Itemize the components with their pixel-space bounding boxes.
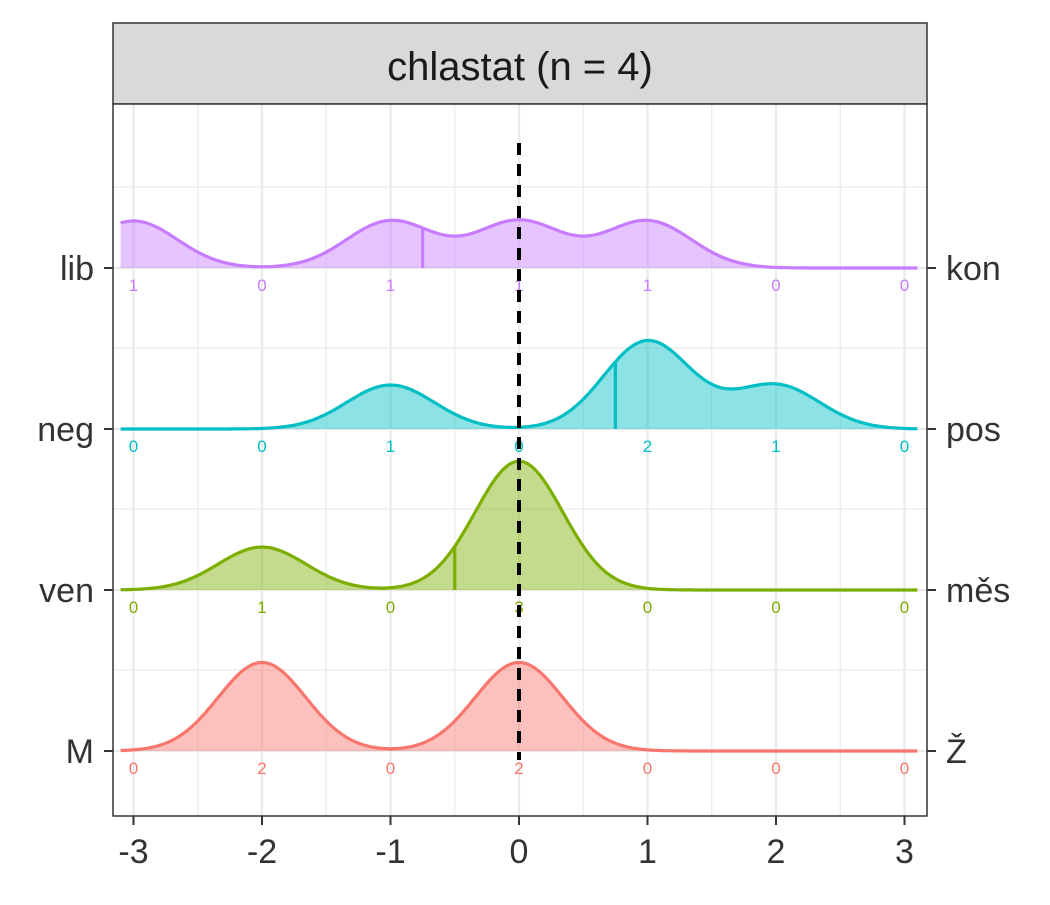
count-label: 0	[900, 598, 909, 617]
y-label-right: pos	[946, 411, 1001, 449]
ridge-lib-kon: 1 0 1 1 1 0 0	[120, 218, 918, 295]
ridge-M-Ž: 0 2 0 2 0 0 0	[120, 660, 918, 778]
count-label: 0	[129, 598, 138, 617]
ridge-outline	[120, 660, 918, 753]
x-tick-label: -1	[375, 833, 405, 871]
x-tick-label: -3	[118, 833, 148, 871]
count-label: 2	[514, 759, 523, 778]
count-label: 0	[257, 276, 266, 295]
count-label: 0	[386, 759, 395, 778]
y-label-left: lib	[60, 250, 94, 288]
y-label-left: M	[66, 733, 94, 771]
count-label: 0	[771, 759, 780, 778]
grid-lines	[113, 104, 927, 816]
ridge-area	[120, 340, 918, 429]
y-label-right: Ž	[946, 733, 967, 771]
count-label: 0	[900, 437, 909, 456]
count-label: 0	[771, 276, 780, 295]
count-label: 1	[129, 276, 138, 295]
count-label: 1	[257, 598, 266, 617]
count-label: 1	[514, 276, 523, 295]
count-label: 2	[257, 759, 266, 778]
count-label: 0	[900, 759, 909, 778]
y-label-right: kon	[946, 250, 1001, 288]
count-label: 1	[386, 437, 395, 456]
count-label: 1	[643, 276, 652, 295]
x-tick-label: 2	[767, 833, 786, 871]
count-label: 0	[643, 759, 652, 778]
facet-strip	[112, 22, 928, 105]
y-label-right: měs	[946, 572, 1010, 610]
count-label: 0	[771, 598, 780, 617]
count-label: 2	[643, 437, 652, 456]
count-label: 0	[386, 598, 395, 617]
count-label: 1	[386, 276, 395, 295]
count-label: 0	[643, 598, 652, 617]
count-label: 0	[129, 759, 138, 778]
ridge-area	[120, 662, 918, 751]
x-tick-label: 1	[638, 833, 657, 871]
y-label-left: neg	[37, 411, 94, 449]
count-label: 0	[129, 437, 138, 456]
ridge-outline	[120, 218, 918, 270]
facet-strip-title: chlastat (n = 4)	[387, 45, 653, 89]
count-label: 1	[771, 437, 780, 456]
x-tick-label: 0	[510, 833, 529, 871]
count-label: 0	[900, 276, 909, 295]
y-label-left: ven	[39, 572, 94, 610]
x-tick-label: -2	[247, 833, 277, 871]
x-tick-label: 3	[895, 833, 914, 871]
count-label: 0	[257, 437, 266, 456]
